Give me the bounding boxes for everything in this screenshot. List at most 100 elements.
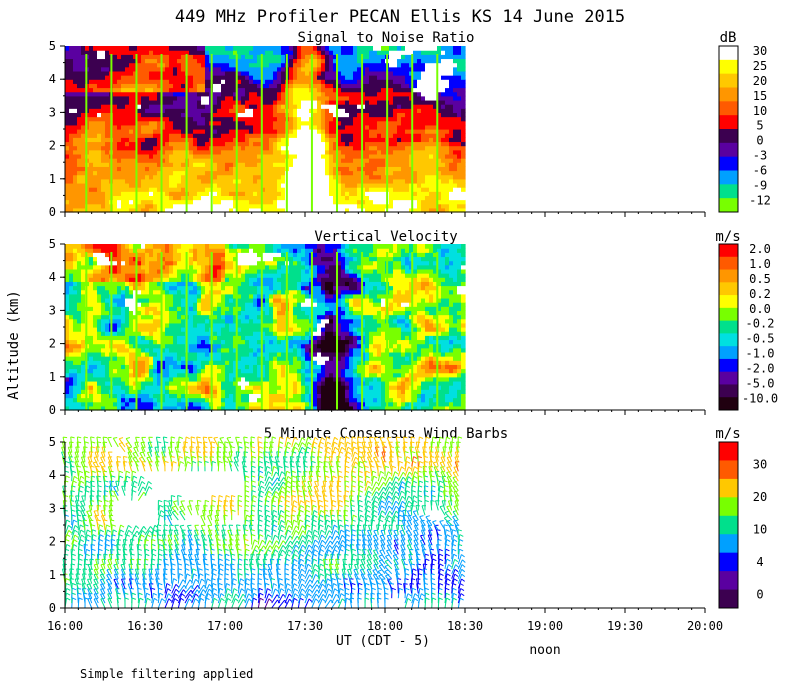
heatmap-cell (453, 108, 458, 113)
heatmap-cell (361, 116, 366, 122)
heatmap-cell (445, 166, 450, 172)
heatmap-cell (117, 356, 122, 361)
heatmap-cell (405, 124, 410, 130)
heatmap-cell (89, 50, 94, 55)
heatmap-cell (65, 405, 70, 411)
heatmap-cell (221, 50, 226, 55)
heatmap-cell (337, 108, 342, 113)
heatmap-cell (261, 95, 266, 101)
heatmap-cell (137, 347, 142, 353)
heatmap-cell (229, 99, 234, 105)
heatmap-cell (137, 46, 142, 51)
heatmap-cell (397, 87, 402, 93)
heatmap-cell (145, 368, 150, 374)
heatmap-cell (89, 264, 94, 270)
heatmap-cell (189, 141, 194, 147)
heatmap-cell (245, 99, 250, 105)
heatmap-cell (113, 91, 118, 97)
heatmap-cell (77, 133, 82, 138)
heatmap-cell (125, 99, 130, 105)
heatmap-cell (425, 124, 430, 130)
heatmap-cell (317, 191, 322, 196)
heatmap-cell (109, 50, 114, 55)
heatmap-cell (401, 124, 406, 130)
heatmap-cell (449, 46, 454, 51)
heatmap-cell (349, 120, 354, 126)
heatmap-cell (177, 54, 182, 60)
heatmap-cell (449, 162, 454, 167)
heatmap-cell (93, 401, 98, 407)
heatmap-cell (333, 187, 338, 192)
heatmap-cell (221, 199, 226, 205)
heatmap-cell (149, 331, 154, 336)
heatmap-cell (413, 178, 418, 184)
heatmap-cell (381, 178, 386, 184)
heatmap-cell (413, 62, 418, 68)
heatmap-cell (317, 149, 322, 155)
heatmap-cell (101, 318, 106, 324)
heatmap-cell (193, 70, 198, 76)
heatmap-cell (65, 322, 70, 328)
heatmap-cell (217, 174, 222, 180)
heatmap-cell (277, 66, 282, 72)
heatmap-cell (101, 268, 106, 274)
heatmap-cell (241, 66, 246, 72)
heatmap-cell (313, 170, 318, 176)
heatmap-cell (441, 116, 446, 122)
heatmap-cell (393, 158, 398, 163)
heatmap-cell (425, 120, 430, 126)
heatmap-cell (453, 54, 458, 60)
heatmap-cell (69, 289, 74, 295)
heatmap-cell (305, 162, 310, 167)
heatmap-cell (65, 327, 70, 332)
heatmap-cell (69, 50, 74, 55)
heatmap-cell (81, 129, 86, 134)
heatmap-cell (357, 46, 362, 51)
heatmap-cell (317, 46, 322, 51)
heatmap-cell (293, 145, 298, 151)
heatmap-cell (257, 153, 262, 159)
heatmap-cell (69, 145, 74, 151)
heatmap-cell (125, 356, 130, 361)
heatmap-cell (257, 87, 262, 93)
heatmap-cell (173, 187, 178, 192)
heatmap-cell (193, 166, 198, 172)
heatmap-cell (181, 58, 186, 64)
heatmap-cell (461, 58, 466, 64)
heatmap-cell (125, 244, 130, 249)
heatmap-cell (393, 46, 398, 51)
heatmap-cell (93, 281, 98, 287)
heatmap-cell (105, 195, 110, 201)
heatmap-cell (317, 91, 322, 97)
colorbar-swatch (719, 129, 738, 144)
heatmap-cell (297, 178, 302, 184)
heatmap-cell (373, 158, 378, 163)
heatmap-cell (233, 178, 238, 184)
heatmap-cell (249, 145, 254, 151)
heatmap-cell (445, 83, 450, 89)
heatmap-cell (97, 112, 102, 118)
heatmap-cell (337, 124, 342, 130)
heatmap-cell (281, 133, 286, 138)
heatmap-cell (289, 91, 294, 97)
heatmap-cell (129, 356, 134, 361)
heatmap-cell (293, 137, 298, 143)
heatmap-cell (181, 195, 186, 201)
heatmap-cell (141, 273, 146, 278)
heatmap-cell (145, 376, 150, 382)
heatmap-cell (153, 203, 158, 209)
heatmap-cell (189, 79, 194, 84)
heatmap-cell (153, 79, 158, 84)
heatmap-cell (457, 187, 462, 192)
heatmap-cell (65, 145, 70, 151)
heatmap-cell (97, 170, 102, 176)
heatmap-cell (69, 360, 74, 365)
heatmap-cell (405, 137, 410, 143)
heatmap-cell (81, 75, 86, 80)
heatmap-cell (401, 187, 406, 192)
heatmap-cell (245, 58, 250, 64)
heatmap-cell (429, 129, 434, 134)
heatmap-cell (253, 182, 258, 188)
heatmap-cell (321, 116, 326, 122)
heatmap-cell (73, 322, 78, 328)
